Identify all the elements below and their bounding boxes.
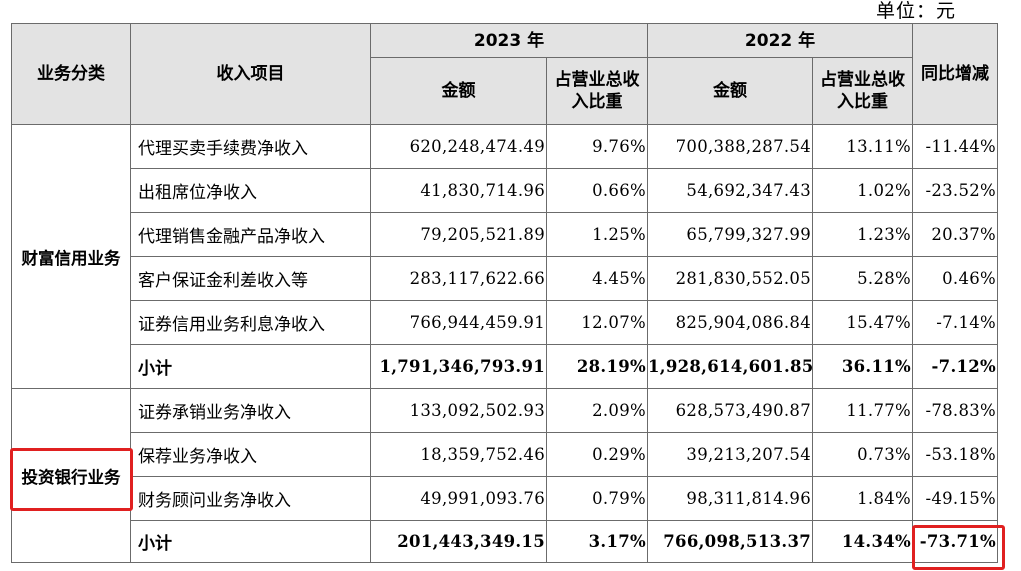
amount-2022-cell: 628,573,490.87 — [647, 388, 814, 433]
subtotal-share-2023: 3.17% — [545, 520, 649, 563]
share-2022-cell: 11.77% — [812, 388, 914, 433]
subtotal-row: 小计 1,791,346,793.91 28.19% 1,928,614,601… — [12, 344, 999, 389]
amount-2022-cell: 825,904,086.84 — [647, 300, 814, 345]
amount-2022-cell: 700,388,287.54 — [647, 124, 814, 169]
subtotal-label: 小计 — [130, 520, 371, 563]
yoy-cell: -53.18% — [912, 432, 999, 477]
header-revenue-item: 收入项目 — [130, 23, 371, 125]
amount-2023-cell: 41,830,714.96 — [370, 168, 547, 213]
item-cell: 代理销售金融产品净收入 — [130, 212, 371, 257]
header-year-2023: 2023 年 — [369, 23, 649, 58]
subtotal-share-2022: 14.34% — [812, 520, 914, 563]
amount-2022-cell: 98,311,814.96 — [647, 476, 814, 521]
yoy-cell: -78.83% — [912, 388, 999, 433]
highlight-box-category — [10, 448, 133, 511]
table-row: 财富信用业务 代理买卖手续费净收入 620,248,474.49 9.76% 7… — [11, 124, 999, 389]
amount-2022-cell: 281,830,552.05 — [647, 256, 814, 301]
share-2022-cell: 1.84% — [812, 476, 914, 521]
header-amount-2022: 金额 — [647, 57, 814, 125]
share-2022-cell: 1.23% — [812, 212, 914, 257]
category-cell: 投资银行业务 — [11, 388, 131, 563]
yoy-cell: 20.37% — [912, 212, 999, 257]
subtotal-label: 小计 — [130, 344, 371, 389]
amount-2022-cell: 54,692,347.43 — [647, 168, 814, 213]
item-cell: 客户保证金利差收入等 — [130, 256, 371, 301]
subtotal-amount-2022: 1,928,614,601.85 — [647, 344, 814, 389]
amount-2023-cell: 133,092,502.93 — [370, 388, 547, 433]
share-2022-cell: 5.28% — [812, 256, 914, 301]
item-cell: 代理买卖手续费净收入 — [130, 124, 371, 169]
item-cell: 出租席位净收入 — [130, 168, 371, 213]
share-2022-cell: 1.02% — [812, 168, 914, 213]
header-amount-2023: 金额 — [370, 57, 547, 125]
table-row: 代理销售金融产品净收入 79,205,521.89 1.25% 65,799,3… — [12, 212, 999, 257]
share-2023-cell: 0.66% — [545, 168, 649, 213]
subtotal-yoy: -7.12% — [912, 344, 999, 389]
subtotal-row: 小计 201,443,349.15 3.17% 766,098,513.37 1… — [12, 520, 999, 563]
share-2022-cell: 0.73% — [812, 432, 914, 477]
highlight-box-yoy — [912, 525, 1005, 570]
table-row: 证券信用业务利息净收入 766,944,459.91 12.07% 825,90… — [12, 300, 999, 345]
amount-2023-cell: 766,944,459.91 — [370, 300, 547, 345]
yoy-cell: 0.46% — [912, 256, 999, 301]
yoy-cell: -49.15% — [912, 476, 999, 521]
share-2023-cell: 0.29% — [545, 432, 649, 477]
header-yoy-change: 同比增减 — [912, 23, 999, 125]
table-row: 财务顾问业务净收入 49,991,093.76 0.79% 98,311,814… — [12, 476, 999, 521]
amount-2022-cell: 65,799,327.99 — [647, 212, 814, 257]
subtotal-share-2023: 28.19% — [545, 344, 649, 389]
table-row: 客户保证金利差收入等 283,117,622.66 4.45% 281,830,… — [12, 256, 999, 301]
item-cell: 保荐业务净收入 — [130, 432, 371, 477]
table-row: 保荐业务净收入 18,359,752.46 0.29% 39,213,207.5… — [12, 432, 999, 477]
share-2023-cell: 2.09% — [545, 388, 649, 433]
table-row: 出租席位净收入 41,830,714.96 0.66% 54,692,347.4… — [12, 168, 999, 213]
table-row: 投资银行业务 证券承销业务净收入 133,092,502.93 2.09% 62… — [11, 388, 999, 563]
share-2023-cell: 1.25% — [545, 212, 649, 257]
amount-2022-cell: 39,213,207.54 — [647, 432, 814, 477]
category-cell: 财富信用业务 — [11, 124, 131, 389]
subtotal-share-2022: 36.11% — [812, 344, 914, 389]
header-year-2022: 2022 年 — [647, 23, 914, 58]
share-2023-cell: 4.45% — [545, 256, 649, 301]
yoy-cell: -7.14% — [912, 300, 999, 345]
share-2022-cell: 13.11% — [812, 124, 914, 169]
header-share-2022: 占营业总收入比重 — [812, 57, 914, 125]
unit-label: 单位：元 — [876, 0, 957, 22]
share-2023-cell: 9.76% — [545, 124, 649, 169]
header-business-category: 业务分类 — [11, 23, 131, 125]
item-cell: 证券信用业务利息净收入 — [130, 300, 371, 345]
revenue-table: 业务分类 收入项目 2023 年 2022 年 同比增减 金额 占营业总收入比重… — [11, 23, 999, 563]
header-share-2023: 占营业总收入比重 — [545, 57, 649, 125]
amount-2023-cell: 18,359,752.46 — [370, 432, 547, 477]
subtotal-amount-2023: 201,443,349.15 — [370, 520, 547, 563]
item-cell: 证券承销业务净收入 — [130, 388, 371, 433]
amount-2023-cell: 283,117,622.66 — [370, 256, 547, 301]
item-cell: 财务顾问业务净收入 — [130, 476, 371, 521]
yoy-cell: -23.52% — [912, 168, 999, 213]
subtotal-amount-2022: 766,098,513.37 — [647, 520, 814, 563]
share-2023-cell: 0.79% — [545, 476, 649, 521]
amount-2023-cell: 79,205,521.89 — [370, 212, 547, 257]
share-2022-cell: 15.47% — [812, 300, 914, 345]
subtotal-amount-2023: 1,791,346,793.91 — [370, 344, 547, 389]
share-2023-cell: 12.07% — [545, 300, 649, 345]
yoy-cell: -11.44% — [912, 124, 999, 169]
amount-2023-cell: 49,991,093.76 — [370, 476, 547, 521]
amount-2023-cell: 620,248,474.49 — [370, 124, 547, 169]
